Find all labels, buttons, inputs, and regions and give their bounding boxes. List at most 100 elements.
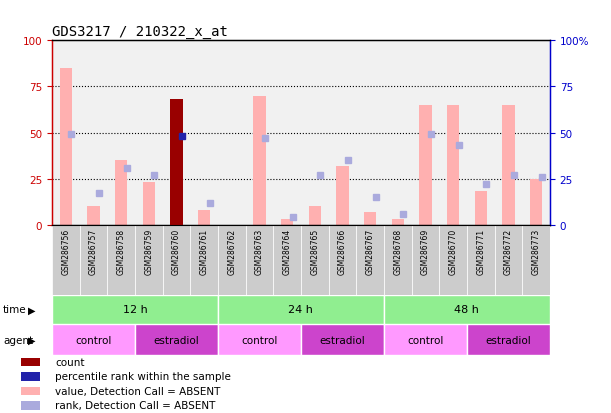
- Bar: [502, 106, 514, 225]
- Text: GSM286764: GSM286764: [282, 229, 291, 275]
- Text: GSM286761: GSM286761: [200, 229, 208, 275]
- Bar: [384, 295, 550, 324]
- Bar: [329, 225, 356, 295]
- Bar: [21, 358, 40, 366]
- Bar: [246, 41, 273, 225]
- Bar: [494, 41, 522, 225]
- Text: control: control: [241, 335, 277, 345]
- Bar: [522, 225, 550, 295]
- Bar: [530, 179, 543, 225]
- Bar: [135, 41, 163, 225]
- Text: GSM286767: GSM286767: [365, 229, 375, 275]
- Text: ▶: ▶: [27, 305, 35, 315]
- Text: percentile rank within the sample: percentile rank within the sample: [55, 372, 231, 382]
- Bar: [281, 220, 293, 225]
- Bar: [163, 41, 190, 225]
- Bar: [439, 41, 467, 225]
- Bar: [190, 41, 218, 225]
- Text: GSM286760: GSM286760: [172, 229, 181, 275]
- Bar: [142, 183, 155, 225]
- Bar: [135, 324, 218, 355]
- Text: estradiol: estradiol: [153, 335, 199, 345]
- Bar: [108, 225, 135, 295]
- Bar: [21, 401, 40, 410]
- Text: control: control: [407, 335, 444, 345]
- Bar: [447, 106, 459, 225]
- Bar: [198, 210, 210, 225]
- Bar: [412, 225, 439, 295]
- Bar: [273, 225, 301, 295]
- Bar: [467, 41, 494, 225]
- Text: GSM286757: GSM286757: [89, 229, 98, 275]
- Bar: [356, 225, 384, 295]
- Bar: [475, 192, 487, 225]
- Text: estradiol: estradiol: [486, 335, 532, 345]
- Text: 12 h: 12 h: [123, 305, 147, 315]
- Bar: [163, 225, 190, 295]
- Text: GSM286758: GSM286758: [117, 229, 126, 275]
- Text: estradiol: estradiol: [320, 335, 365, 345]
- Bar: [115, 161, 127, 225]
- Text: GSM286765: GSM286765: [310, 229, 320, 275]
- Bar: [170, 100, 183, 225]
- Text: GSM286756: GSM286756: [61, 229, 70, 275]
- Bar: [392, 220, 404, 225]
- Text: value, Detection Call = ABSENT: value, Detection Call = ABSENT: [55, 386, 221, 396]
- Bar: [218, 41, 246, 225]
- Text: 24 h: 24 h: [288, 305, 313, 315]
- Text: count: count: [55, 357, 84, 367]
- Bar: [356, 41, 384, 225]
- Text: time: time: [3, 305, 27, 315]
- Bar: [21, 387, 40, 395]
- Text: GSM286773: GSM286773: [532, 229, 541, 275]
- Bar: [309, 206, 321, 225]
- Bar: [79, 41, 108, 225]
- Bar: [494, 225, 522, 295]
- Text: GDS3217 / 210322_x_at: GDS3217 / 210322_x_at: [52, 25, 228, 39]
- Text: GSM286771: GSM286771: [476, 229, 485, 275]
- Bar: [135, 225, 163, 295]
- Text: GSM286768: GSM286768: [393, 229, 402, 275]
- Text: control: control: [75, 335, 112, 345]
- Bar: [246, 225, 273, 295]
- Bar: [218, 324, 301, 355]
- Bar: [467, 324, 550, 355]
- Text: 48 h: 48 h: [455, 305, 480, 315]
- Text: agent: agent: [3, 335, 33, 345]
- Bar: [384, 324, 467, 355]
- Bar: [79, 225, 108, 295]
- Bar: [301, 324, 384, 355]
- Bar: [419, 106, 431, 225]
- Bar: [522, 41, 550, 225]
- Text: GSM286772: GSM286772: [504, 229, 513, 275]
- Bar: [52, 324, 135, 355]
- Bar: [52, 41, 79, 225]
- Text: GSM286769: GSM286769: [421, 229, 430, 275]
- Text: GSM286762: GSM286762: [227, 229, 236, 275]
- Bar: [218, 295, 384, 324]
- Bar: [301, 41, 329, 225]
- Bar: [52, 295, 218, 324]
- Bar: [384, 41, 412, 225]
- Text: GSM286763: GSM286763: [255, 229, 264, 275]
- Text: ▶: ▶: [27, 335, 35, 345]
- Bar: [336, 166, 349, 225]
- Bar: [218, 225, 246, 295]
- Bar: [87, 206, 100, 225]
- Text: rank, Detection Call = ABSENT: rank, Detection Call = ABSENT: [55, 401, 215, 411]
- Text: GSM286770: GSM286770: [448, 229, 458, 275]
- Bar: [301, 225, 329, 295]
- Bar: [52, 225, 79, 295]
- Bar: [467, 225, 494, 295]
- Bar: [439, 225, 467, 295]
- Bar: [412, 41, 439, 225]
- Bar: [273, 41, 301, 225]
- Bar: [329, 41, 356, 225]
- Bar: [21, 373, 40, 381]
- Text: GSM286766: GSM286766: [338, 229, 347, 275]
- Bar: [190, 225, 218, 295]
- Bar: [59, 69, 72, 225]
- Bar: [364, 212, 376, 225]
- Text: GSM286759: GSM286759: [144, 229, 153, 275]
- Bar: [384, 225, 412, 295]
